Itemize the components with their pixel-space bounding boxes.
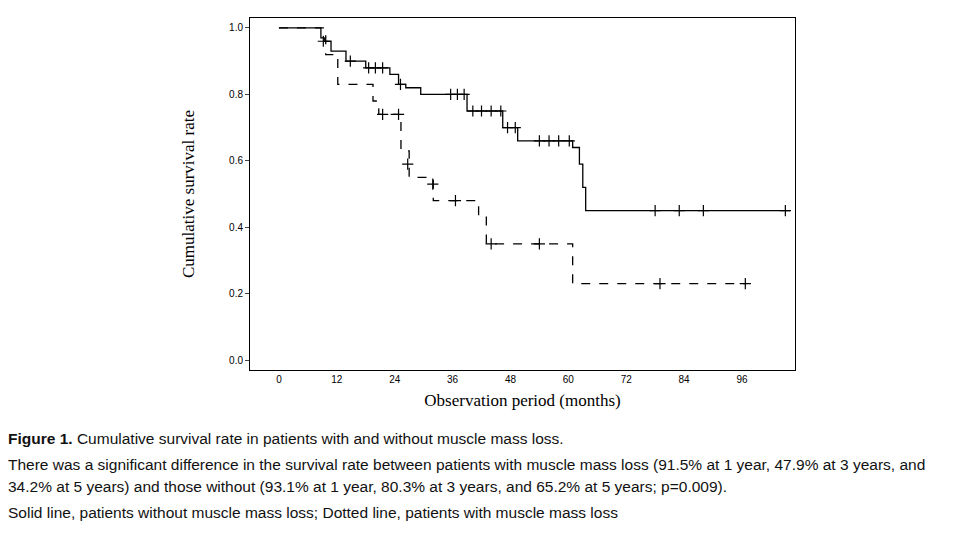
- svg-text:Observation period (months): Observation period (months): [424, 391, 620, 410]
- svg-text:60: 60: [563, 374, 575, 385]
- svg-text:0.0: 0.0: [229, 355, 243, 366]
- svg-text:72: 72: [621, 374, 633, 385]
- svg-text:84: 84: [679, 374, 691, 385]
- svg-text:96: 96: [736, 374, 748, 385]
- svg-text:12: 12: [331, 374, 343, 385]
- svg-text:Cumulative survival rate: Cumulative survival rate: [179, 110, 198, 278]
- svg-text:0.6: 0.6: [229, 155, 243, 166]
- svg-text:36: 36: [447, 374, 459, 385]
- svg-text:0.4: 0.4: [229, 222, 243, 233]
- svg-text:0.2: 0.2: [229, 288, 243, 299]
- html-text:Figure 1. Cumulative survival: Figure 1. Cumulative survival rate in pa…: [8, 430, 564, 447]
- svg-text:48: 48: [505, 374, 517, 385]
- html-text:There was a significant differ: There was a significant difference in th…: [8, 456, 926, 495]
- svg-text:0.8: 0.8: [229, 89, 243, 100]
- svg-text:0: 0: [276, 374, 282, 385]
- svg-text:24: 24: [389, 374, 401, 385]
- html-text:Solid line, patients without m: Solid line, patients without muscle mass…: [8, 504, 618, 521]
- svg-text:1.0: 1.0: [229, 22, 243, 33]
